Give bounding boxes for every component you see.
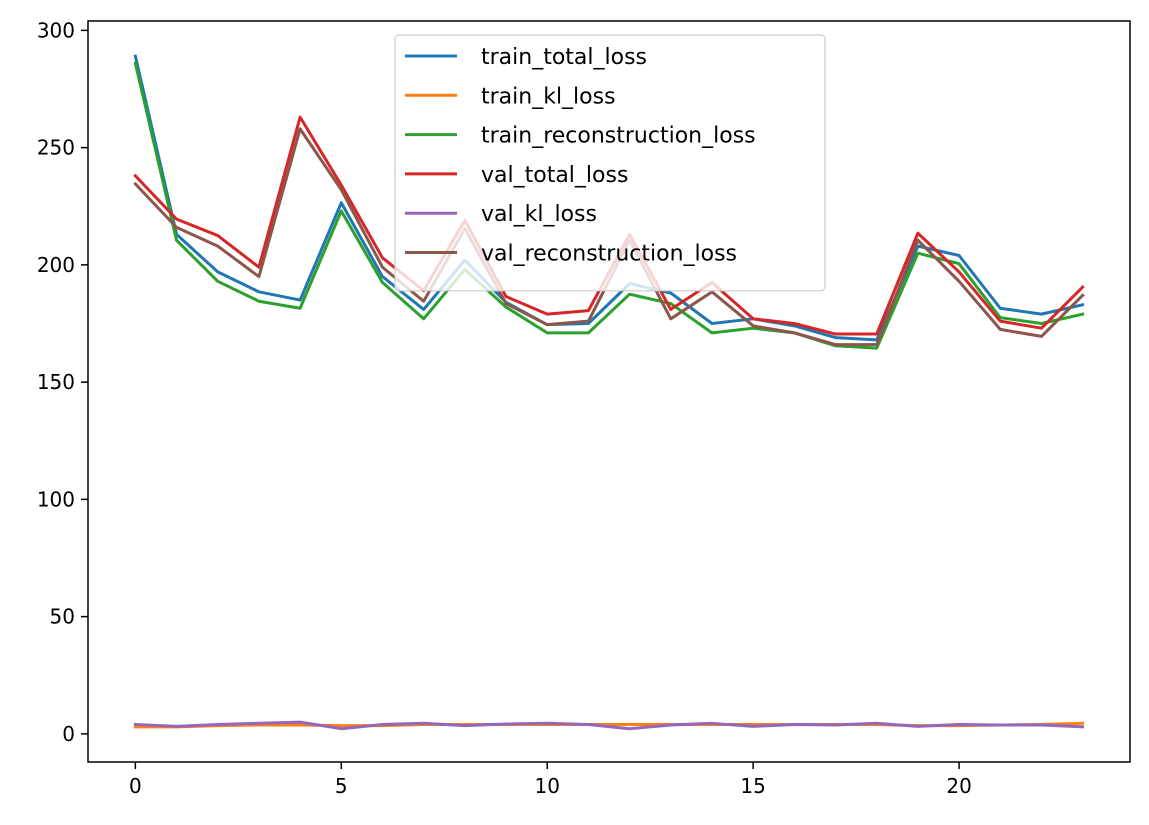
x-tick-label: 0 — [129, 774, 142, 798]
legend-label: val_total_loss — [481, 163, 628, 188]
x-tick-label: 20 — [946, 774, 971, 798]
y-tick-label: 300 — [37, 18, 75, 42]
legend-label: val_reconstruction_loss — [481, 242, 737, 267]
x-axis: 0 5 10 15 20 — [129, 762, 972, 798]
y-tick-label: 250 — [37, 136, 75, 160]
y-tick-label: 50 — [50, 605, 75, 629]
y-tick-label: 150 — [37, 370, 75, 394]
series-line-train-reconstruction-loss — [133, 61, 1085, 350]
legend: train_total_loss train_kl_loss train_recon… — [394, 34, 826, 292]
legend-label: train_total_loss — [481, 45, 647, 70]
x-tick-label: 10 — [534, 774, 559, 798]
y-tick-label: 0 — [62, 722, 75, 746]
plot-frame — [87, 20, 1131, 763]
legend-label: train_kl_loss — [481, 84, 616, 109]
x-tick-label: 15 — [740, 774, 765, 798]
x-tick-label: 5 — [335, 774, 348, 798]
legend-label: val_kl_loss — [481, 202, 597, 227]
legend-box — [394, 34, 826, 292]
y-tick-label: 200 — [37, 253, 75, 277]
y-axis: 0 50 100 150 200 250 300 — [37, 18, 88, 746]
legend-label: train_reconstruction_loss — [481, 124, 756, 149]
y-tick-label: 100 — [37, 487, 75, 511]
series-line-val-kl-loss — [133, 720, 1085, 731]
